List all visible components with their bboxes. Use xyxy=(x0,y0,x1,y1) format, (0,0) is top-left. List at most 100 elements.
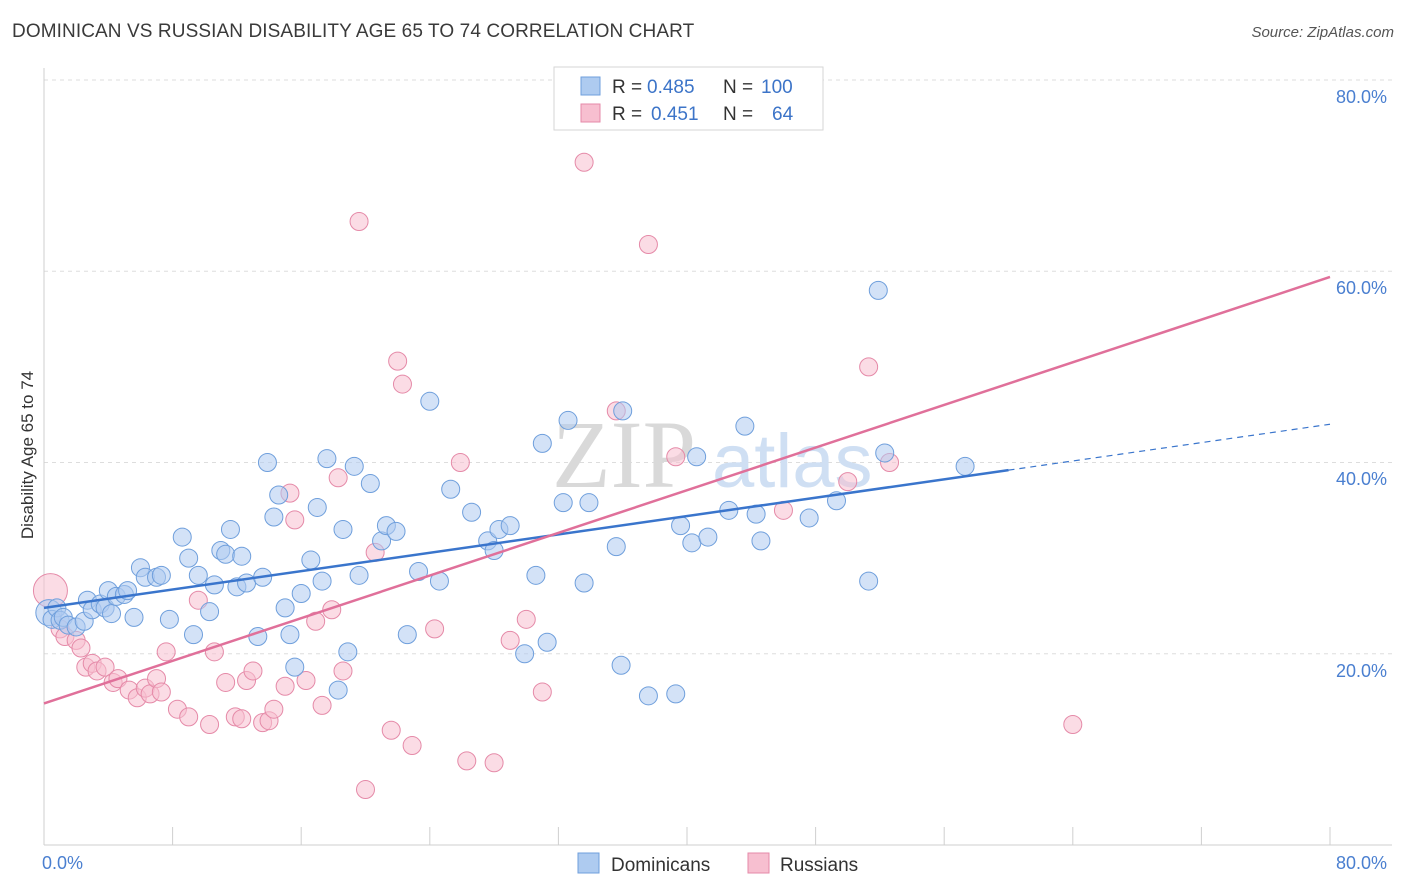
point-russians-27 xyxy=(243,661,263,681)
point-dominicans-25 xyxy=(183,625,203,645)
point-russians-8 xyxy=(95,657,115,677)
point-dominicans-27 xyxy=(200,602,220,622)
point-russians-21 xyxy=(200,715,220,735)
point-russians-38 xyxy=(328,468,348,488)
legend-r-value-dominicans: 0.485 xyxy=(647,77,695,98)
point-dominicans-77 xyxy=(611,655,631,675)
legend-bottom-swatch-russians xyxy=(747,852,770,874)
point-dominicans-70 xyxy=(537,632,557,652)
point-dominicans-23 xyxy=(172,527,192,547)
x-tick-label-max: 80.0% xyxy=(1336,853,1387,873)
point-dominicans-92 xyxy=(875,443,895,463)
legend-top: R = 0.485 N = 100 R = 0.451 N = 64 xyxy=(553,66,824,131)
point-russians-23 xyxy=(216,672,236,692)
point-dominicans-39 xyxy=(269,485,289,505)
point-dominicans-41 xyxy=(280,625,300,645)
point-russians-30 xyxy=(264,699,284,719)
y-tick-label-60: 60.0% xyxy=(1336,278,1387,298)
point-dominicans-43 xyxy=(291,584,311,604)
point-dominicans-78 xyxy=(638,686,658,706)
point-dominicans-69 xyxy=(532,433,552,453)
point-russians-16 xyxy=(151,682,171,702)
grid-lines xyxy=(44,79,1392,655)
trend-lines xyxy=(43,275,1331,705)
y-tick-label-20: 20.0% xyxy=(1336,661,1387,681)
point-dominicans-50 xyxy=(338,642,358,662)
point-dominicans-46 xyxy=(312,571,332,591)
point-dominicans-47 xyxy=(317,449,337,469)
point-dominicans-74 xyxy=(579,493,599,513)
point-russians-60 xyxy=(1063,715,1083,735)
point-dominicans-52 xyxy=(349,565,369,585)
axes xyxy=(43,68,1392,846)
point-russians-33 xyxy=(285,510,305,530)
trend-line-dominicans xyxy=(43,468,1009,610)
x-tick-label-min: 0.0% xyxy=(42,853,83,873)
point-dominicans-88 xyxy=(799,508,819,528)
point-dominicans-24 xyxy=(179,548,199,568)
point-dominicans-71 xyxy=(553,493,573,513)
point-russians-52 xyxy=(516,609,536,629)
point-dominicans-48 xyxy=(328,680,348,700)
point-russians-51 xyxy=(500,630,520,650)
point-russians-40 xyxy=(349,212,369,232)
point-russians-49 xyxy=(457,751,477,771)
point-russians-45 xyxy=(392,374,412,394)
point-dominicans-26 xyxy=(188,565,208,585)
point-dominicans-62 xyxy=(462,502,482,522)
point-dominicans-68 xyxy=(526,565,546,585)
point-dominicans-30 xyxy=(216,544,236,564)
point-dominicans-56 xyxy=(386,521,406,541)
point-russians-44 xyxy=(388,351,408,371)
point-russians-56 xyxy=(638,234,658,254)
point-dominicans-87 xyxy=(751,531,771,551)
legend-swatch-dominicans xyxy=(580,76,601,96)
point-russians-25 xyxy=(232,709,252,729)
trend-line-russians xyxy=(43,275,1331,705)
point-russians-54 xyxy=(574,152,594,172)
point-russians-4 xyxy=(71,638,91,658)
trend-line-dominicans-extension xyxy=(1008,423,1331,471)
legend-r-value-russians: 0.451 xyxy=(651,104,699,125)
point-dominicans-79 xyxy=(666,684,686,704)
point-dominicans-67 xyxy=(515,644,535,664)
point-dominicans-40 xyxy=(275,598,295,618)
point-russians-19 xyxy=(179,707,199,727)
point-dominicans-59 xyxy=(420,391,440,411)
point-dominicans-76 xyxy=(613,401,633,421)
point-dominicans-53 xyxy=(360,474,380,494)
point-dominicans-57 xyxy=(397,625,417,645)
point-russians-31 xyxy=(275,676,295,696)
point-dominicans-93 xyxy=(955,456,975,476)
point-russians-48 xyxy=(450,453,470,472)
y-axis-title: Disability Age 65 to 74 xyxy=(18,371,37,539)
point-dominicans-61 xyxy=(441,479,461,499)
point-russians-36 xyxy=(312,695,332,715)
point-dominicans-72 xyxy=(558,410,578,430)
point-dominicans-22 xyxy=(159,609,179,629)
legend-bottom-swatch-dominicans xyxy=(577,852,600,874)
legend-n-label-russians: N = xyxy=(723,104,753,125)
point-dominicans-91 xyxy=(868,280,888,300)
point-dominicans-73 xyxy=(574,573,594,593)
point-russians-17 xyxy=(156,642,176,662)
point-dominicans-45 xyxy=(307,497,327,517)
point-dominicans-49 xyxy=(333,519,353,539)
point-russians-62 xyxy=(838,472,858,492)
point-russians-43 xyxy=(381,720,401,740)
point-dominicans-37 xyxy=(257,453,277,472)
point-dominicans-83 xyxy=(698,527,718,547)
legend-bottom: Dominicans Russians xyxy=(577,852,858,876)
source-label: Source: ZipAtlas.com xyxy=(1251,24,1394,41)
point-dominicans-75 xyxy=(606,537,626,557)
point-dominicans-66 xyxy=(500,516,520,536)
point-dominicans-51 xyxy=(344,456,364,476)
point-dominicans-31 xyxy=(220,519,240,539)
watermark-atlas: atlas xyxy=(712,419,873,504)
point-dominicans-21 xyxy=(151,565,171,585)
point-russians-39 xyxy=(333,661,353,681)
watermark: ZIP atlas xyxy=(552,401,873,508)
point-russians-34 xyxy=(296,671,316,691)
point-russians-46 xyxy=(402,736,422,756)
